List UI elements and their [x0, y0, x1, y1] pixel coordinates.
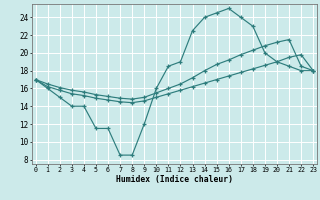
X-axis label: Humidex (Indice chaleur): Humidex (Indice chaleur)	[116, 175, 233, 184]
